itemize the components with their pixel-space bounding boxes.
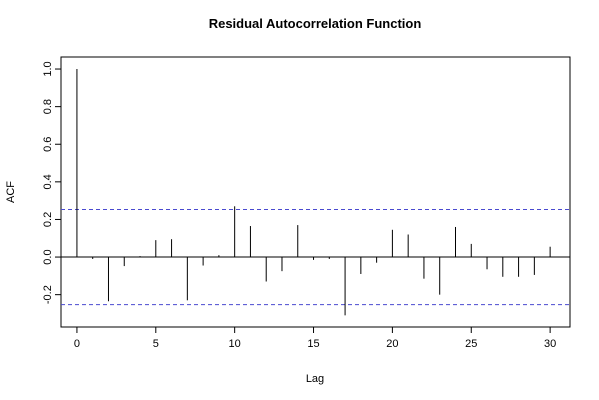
y-axis-label: ACF — [5, 181, 17, 203]
x-tick-label: 10 — [229, 338, 241, 350]
x-tick-label: 0 — [74, 338, 80, 350]
y-tick-label: -0.2 — [42, 285, 54, 304]
y-tick-label: 0.4 — [42, 174, 54, 189]
plot-frame — [60, 56, 571, 328]
x-tick-label: 20 — [386, 338, 398, 350]
x-axis-label: Lag — [306, 373, 324, 385]
x-tick-label: 5 — [153, 338, 159, 350]
y-tick-label: 0.2 — [42, 212, 54, 227]
y-tick-label: 0.8 — [42, 99, 54, 114]
x-tick-label: 25 — [465, 338, 477, 350]
y-tick-label: 0.0 — [42, 249, 54, 264]
x-tick-label: 15 — [307, 338, 319, 350]
y-tick-label: 1.0 — [42, 61, 54, 76]
chart-title: Residual Autocorrelation Function — [209, 16, 422, 31]
x-tick-label: 30 — [544, 338, 556, 350]
y-tick-label: 0.6 — [42, 137, 54, 152]
